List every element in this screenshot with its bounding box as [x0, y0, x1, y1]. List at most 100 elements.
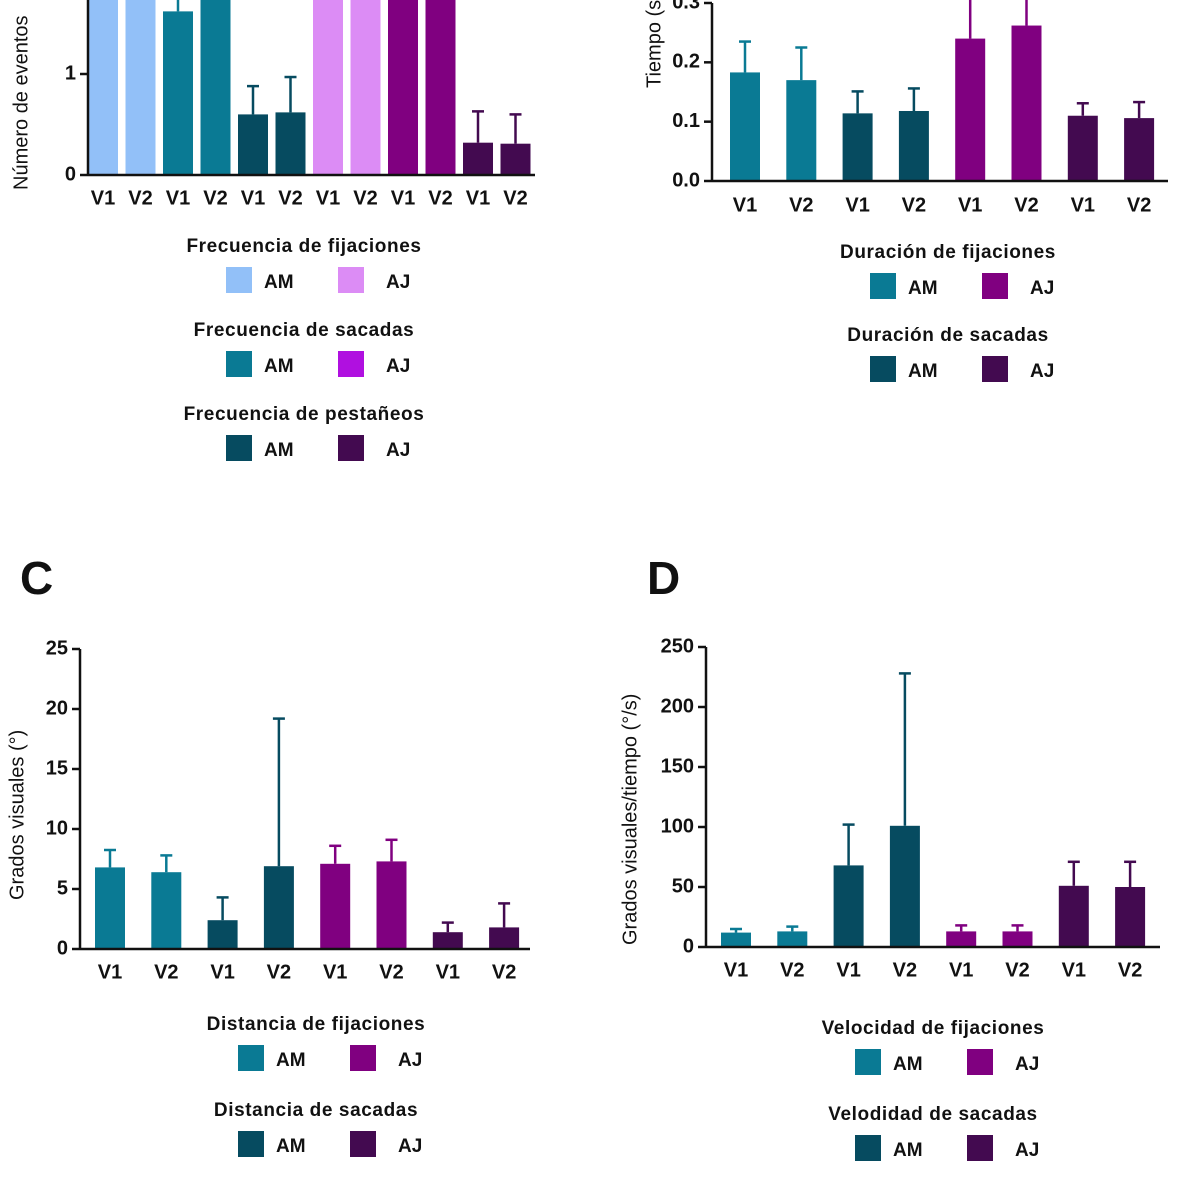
y-tick-label: 0 [57, 937, 68, 959]
legend-label: AJ [1030, 278, 1054, 299]
error-bar [160, 854, 173, 873]
y-tick-label: 20 [46, 697, 68, 719]
x-tick-label: V2 [1127, 194, 1151, 216]
bar [730, 72, 760, 181]
x-tick-label: V2 [428, 187, 452, 209]
bar [786, 80, 817, 181]
bar [151, 872, 182, 949]
error-bar [907, 87, 920, 111]
bar [721, 932, 751, 947]
error-bar [1067, 860, 1080, 886]
bar [350, 0, 381, 175]
x-tick-label: V1 [436, 961, 460, 983]
bar [889, 825, 920, 947]
bar [275, 112, 306, 175]
legend-label: AJ [1030, 361, 1054, 382]
bar [88, 0, 118, 175]
error-bar [851, 90, 864, 114]
x-tick-label: V2 [278, 187, 302, 209]
y-tick-label: 200 [661, 695, 694, 717]
error-bar [441, 921, 454, 933]
legend-swatch [855, 1135, 881, 1161]
legend-label: AJ [398, 1050, 422, 1071]
y-tick-label: 50 [672, 875, 694, 897]
bar [898, 110, 929, 181]
error-bar [284, 75, 297, 113]
x-tick-label: V2 [1118, 959, 1142, 981]
x-tick-label: V2 [789, 194, 813, 216]
legend-label: AM [264, 356, 294, 377]
legend-title: Frecuencia de sacadas [194, 320, 415, 341]
legend-swatch [338, 267, 364, 293]
x-tick-label: V2 [902, 194, 926, 216]
legend-title: Distancia de sacadas [214, 1100, 418, 1121]
x-tick-label: V1 [166, 187, 190, 209]
error-bar [955, 924, 968, 932]
x-tick-label: V2 [353, 187, 377, 209]
bar [842, 113, 873, 181]
error-bar [739, 40, 751, 73]
error-bar [385, 838, 398, 862]
legend-label: AM [908, 361, 938, 382]
x-tick-label: V1 [316, 187, 340, 209]
error-bar [472, 110, 484, 143]
error-bar [898, 672, 911, 826]
x-tick-label: V2 [128, 187, 152, 209]
legend-label: AJ [1015, 1140, 1039, 1161]
bar [1067, 115, 1098, 181]
bar [388, 0, 418, 175]
x-tick-label: V1 [466, 187, 490, 209]
bar [1011, 25, 1042, 182]
y-tick-label: 15 [46, 757, 68, 779]
bar [1115, 887, 1146, 947]
x-tick-label: V2 [503, 187, 527, 209]
bar [489, 927, 520, 949]
x-tick-label: V1 [1071, 194, 1095, 216]
y-tick-label: 0 [65, 163, 76, 185]
error-bar [842, 823, 855, 866]
error-bar [329, 844, 342, 864]
y-axis-label: Tiempo (s) [643, 0, 665, 88]
legend-swatch [226, 267, 252, 293]
bar [1002, 931, 1033, 947]
legend-swatch [870, 356, 896, 382]
legend-swatch [350, 1131, 376, 1157]
legend-label: AM [893, 1140, 923, 1161]
x-tick-label: V1 [836, 959, 860, 981]
legend-swatch [350, 1045, 376, 1071]
x-tick-label: V2 [203, 187, 227, 209]
error-bar [1076, 102, 1089, 116]
error-bar [247, 84, 259, 115]
error-bar [104, 848, 116, 868]
legend-swatch [855, 1049, 881, 1075]
legend-label: AJ [398, 1136, 422, 1157]
bar [500, 143, 531, 175]
x-tick-label: V1 [733, 194, 757, 216]
x-tick-label: V1 [91, 187, 115, 209]
x-tick-label: V1 [724, 959, 748, 981]
x-tick-label: V1 [210, 961, 234, 983]
y-tick-label: 0.2 [672, 51, 700, 73]
bar [238, 114, 268, 175]
legend-title: Duración de fijaciones [840, 242, 1056, 263]
legend-title: Frecuencia de pestañeos [184, 404, 425, 425]
y-tick-label: 1 [65, 62, 76, 84]
legend-swatch [226, 435, 252, 461]
legend-swatch [982, 273, 1008, 299]
error-bar [216, 896, 229, 921]
bar [833, 865, 864, 947]
legend-swatch [338, 435, 364, 461]
x-tick-label: V2 [492, 961, 516, 983]
bar [313, 0, 343, 175]
bar [1124, 118, 1155, 181]
x-tick-label: V2 [1014, 194, 1038, 216]
legend-swatch [967, 1049, 993, 1075]
legend-title: Velocidad de fijaciones [822, 1018, 1045, 1039]
bar [425, 0, 456, 175]
bar [95, 867, 125, 949]
error-bar [1133, 100, 1146, 119]
legend-swatch [967, 1135, 993, 1161]
bar [320, 863, 351, 949]
x-tick-label: V2 [267, 961, 291, 983]
